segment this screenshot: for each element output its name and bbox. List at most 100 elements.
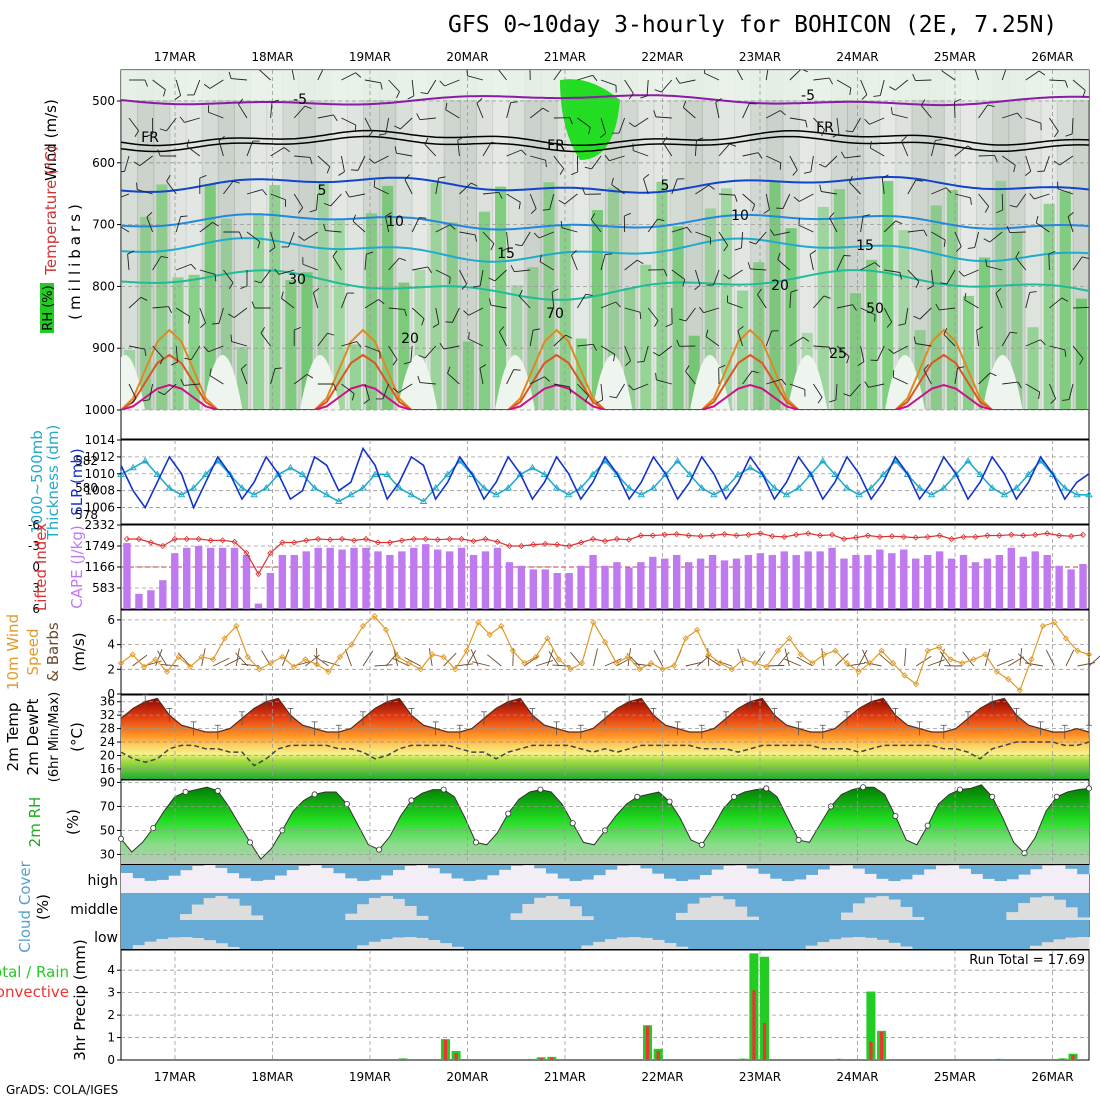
thickness-point bbox=[661, 470, 670, 477]
rh-low-blob bbox=[397, 355, 438, 410]
wind-barb bbox=[338, 171, 345, 176]
rh-point bbox=[795, 837, 802, 844]
wind-barb bbox=[499, 326, 505, 333]
wind-barb bbox=[218, 307, 224, 324]
wind-barb bbox=[821, 129, 825, 137]
cloud-label-a: Cloud Cover bbox=[16, 860, 34, 952]
cloud-high-bar bbox=[746, 865, 759, 869]
wind-barb bbox=[695, 231, 711, 238]
wind-barb bbox=[482, 191, 499, 195]
wind-barb bbox=[923, 369, 932, 385]
contour-label: 10 bbox=[731, 208, 749, 224]
lifted-index-point bbox=[1008, 531, 1015, 538]
wind-barb bbox=[777, 259, 791, 271]
wind-barb bbox=[190, 345, 201, 360]
thickness-point bbox=[347, 490, 355, 498]
cloud-high-bar bbox=[782, 865, 795, 881]
wind-barb bbox=[976, 326, 984, 331]
temperature-contour bbox=[121, 94, 1089, 107]
wind-barb bbox=[1025, 662, 1043, 667]
cloud-high-bar bbox=[711, 865, 724, 870]
cape-bar bbox=[565, 572, 573, 609]
lifted-index-point bbox=[817, 532, 824, 539]
lifted-index-point bbox=[1079, 531, 1087, 538]
wind-barb bbox=[600, 301, 617, 309]
cloud-low-bar bbox=[852, 937, 866, 949]
wind-barb bbox=[288, 231, 295, 248]
lifted-index-point bbox=[745, 531, 752, 538]
wind-barb bbox=[489, 298, 492, 306]
lifted-index-point bbox=[147, 539, 154, 546]
wind-barb bbox=[510, 101, 518, 103]
wind-speed-point bbox=[832, 647, 839, 654]
precip-convective-bar bbox=[454, 1053, 458, 1060]
rh-fill-column bbox=[591, 210, 603, 410]
wind-barb bbox=[1068, 383, 1074, 400]
wind-barb bbox=[662, 142, 673, 157]
wind-barb bbox=[640, 95, 648, 99]
wind-barb bbox=[127, 250, 135, 255]
thickness-point bbox=[1024, 470, 1033, 477]
cloud-low-bar bbox=[1029, 945, 1043, 949]
lifted-index-point bbox=[303, 537, 310, 544]
wind-barb bbox=[954, 145, 968, 157]
wind-barb bbox=[228, 282, 234, 289]
rh-point bbox=[892, 813, 899, 820]
rh-point bbox=[343, 801, 350, 808]
rh-fill-column bbox=[962, 295, 975, 410]
cloud-middle-bar bbox=[1041, 896, 1055, 920]
rh-fill-column bbox=[930, 205, 942, 410]
wind-barb bbox=[529, 193, 537, 210]
wind-barb bbox=[1006, 225, 1011, 233]
cloud-low-bar bbox=[1077, 937, 1090, 949]
precip-label-a: Total / Rain bbox=[0, 963, 69, 981]
cloud-high-bar bbox=[475, 865, 488, 880]
wind-barb bbox=[930, 140, 936, 157]
wind-barb bbox=[180, 215, 188, 218]
rh-fill-column bbox=[188, 274, 200, 410]
precip-convective-bar bbox=[1071, 1055, 1075, 1060]
wind-barb bbox=[957, 366, 965, 369]
wind-barb bbox=[1048, 250, 1056, 255]
wind-speed-point bbox=[405, 659, 413, 667]
wind-barb bbox=[325, 230, 342, 233]
wind-barb bbox=[964, 299, 979, 309]
rh-fill-column bbox=[798, 70, 816, 410]
thickness-point bbox=[492, 490, 500, 498]
lifted-index-point bbox=[625, 536, 632, 543]
precip-convective-bar bbox=[550, 1057, 554, 1060]
wind-speed-point bbox=[647, 659, 655, 667]
cape-bar bbox=[661, 558, 669, 609]
tick-label: 1008 bbox=[84, 484, 115, 498]
wind-barb bbox=[663, 269, 668, 277]
lifted-index-point bbox=[709, 532, 716, 539]
lifted-index-point bbox=[864, 532, 871, 539]
thickness-point bbox=[855, 490, 863, 498]
thickness-point bbox=[1061, 484, 1069, 491]
wind-barb bbox=[501, 247, 509, 252]
wind-barb bbox=[435, 269, 451, 278]
lifted-index-point bbox=[195, 535, 202, 543]
wind-barb bbox=[349, 193, 366, 198]
cloud-high-bar bbox=[959, 865, 972, 869]
cloud-middle-bar bbox=[746, 916, 759, 920]
wind-barb bbox=[931, 187, 947, 195]
tick-label: 1749 bbox=[84, 539, 115, 553]
rh-fill-column bbox=[1024, 70, 1042, 410]
wind-barb bbox=[553, 155, 565, 169]
rh-fill-column bbox=[301, 272, 313, 410]
tick-label: 1014 bbox=[84, 433, 115, 447]
rh-fill-column bbox=[540, 70, 558, 410]
wind-barb bbox=[978, 104, 989, 119]
thickness-tick-label: 580 bbox=[75, 481, 98, 495]
cape-bar bbox=[290, 554, 298, 609]
wind-barb bbox=[836, 345, 850, 357]
wind-barb bbox=[128, 296, 142, 309]
wind-barb bbox=[407, 95, 415, 100]
wind-barb bbox=[364, 79, 381, 84]
precip-convective-bar bbox=[869, 1041, 873, 1060]
cape-bar bbox=[756, 553, 765, 609]
cloud-level-label: low bbox=[94, 930, 118, 946]
cloud-middle-bar bbox=[711, 896, 724, 920]
wind-barb bbox=[967, 145, 974, 150]
